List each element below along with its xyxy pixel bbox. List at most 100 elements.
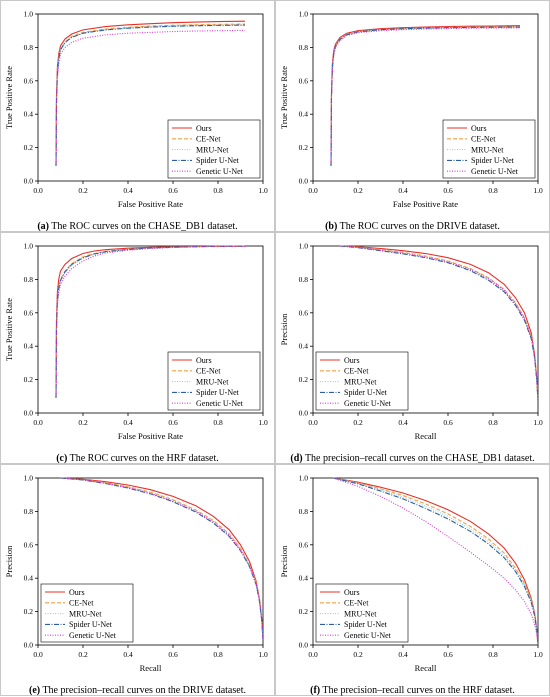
x-tick-label: 0.2 [353, 186, 363, 195]
x-tick-label: 0.2 [353, 650, 363, 659]
x-tick-label: 0.8 [488, 418, 498, 427]
series-line-genetic-u-net [55, 29, 246, 166]
y-tick-label: 0.6 [299, 308, 309, 317]
legend-entry-label: Spider U-Net [69, 620, 113, 629]
x-axis-label: False Positive Rate [393, 199, 458, 209]
chart-c: 0.0 0.2 0.4 0.6 0.8 1.0 0.0 0.2 0.4 0.6 0.8 1.0 Fals… [4, 242, 268, 442]
legend-box [167, 351, 261, 411]
caption-f: (f) The precision–recall curves on the H… [275, 685, 550, 697]
caption-d: (d) The precision–recall curves on the C… [275, 453, 550, 465]
x-tick-label: 1.0 [258, 650, 268, 659]
legend-entry-label: Genetic U-Net [344, 399, 392, 408]
legend-entry-label: Genetic U-Net [196, 167, 244, 176]
legend-entry-label: Genetic U-Net [196, 399, 244, 408]
legend-entry-label: Genetic U-Net [471, 167, 519, 176]
y-axis-label: True Positive Rate [4, 66, 14, 129]
chart-panel-c: 0.0 0.2 0.4 0.6 0.8 1.0 0.0 0.2 0.4 0.6 0.8 1.0 Fals… [0, 232, 275, 464]
y-tick-label: 1.0 [24, 10, 34, 19]
y-tick-label: 1.0 [299, 474, 309, 483]
x-tick-label: 0.2 [353, 418, 363, 427]
series-line-genetic-u-net [55, 245, 246, 398]
chart-panel-b: 0.0 0.2 0.4 0.6 0.8 1.0 0.0 0.2 0.4 0.6 0.8 1.0 Fals… [275, 0, 550, 232]
caption-label: (e) [29, 685, 41, 696]
legend-entry-label: Spider U-Net [471, 156, 515, 165]
x-tick-label: 0.6 [443, 186, 453, 195]
chart-b: 0.0 0.2 0.4 0.6 0.8 1.0 0.0 0.2 0.4 0.6 0.8 1.0 Fals… [279, 10, 543, 210]
y-tick-label: 0.4 [299, 342, 309, 351]
y-tick-label: 0.8 [24, 275, 34, 284]
y-tick-label: 0.4 [299, 110, 309, 119]
plot-frame [312, 13, 539, 182]
y-tick-label: 0.0 [299, 177, 309, 186]
y-tick-label: 0.2 [24, 375, 34, 384]
caption-a: (a) The ROC curves on the CHASE_DB1 data… [0, 221, 275, 233]
x-tick-label: 0.2 [78, 418, 88, 427]
legend-entry-label: CE-Net [344, 599, 369, 608]
legend-entry-label: Ours [196, 356, 212, 365]
y-tick-label: 0.0 [299, 409, 309, 418]
legend-entry-label: MRU-Net [69, 609, 102, 618]
y-tick-label: 0.0 [24, 177, 34, 186]
series-line-mru-net [55, 245, 246, 398]
y-tick-label: 0.6 [24, 308, 34, 317]
caption-text: The ROC curves on the HRF dataset. [67, 453, 219, 464]
legend-entry-label: CE-Net [471, 135, 496, 144]
y-tick-label: 1.0 [299, 242, 309, 251]
y-tick-label: 0.4 [24, 574, 34, 583]
plot-frame [37, 477, 264, 646]
x-tick-label: 0.8 [213, 186, 223, 195]
y-axis-label: Precision [279, 313, 289, 345]
chart-panel-d: 0.0 0.2 0.4 0.6 0.8 1.0 0.0 0.2 0.4 0.6 0.8 1.0 Reca… [275, 232, 550, 464]
y-tick-label: 1.0 [24, 242, 34, 251]
legend-entry-label: Ours [196, 124, 212, 133]
caption-label: (f) [310, 685, 321, 696]
y-axis-label: Precision [279, 545, 289, 577]
x-tick-label: 0.4 [123, 650, 133, 659]
x-tick-label: 0.0 [33, 650, 43, 659]
x-tick-label: 0.8 [213, 418, 223, 427]
x-axis-label: False Positive Rate [118, 199, 183, 209]
x-tick-label: 0.0 [308, 650, 318, 659]
x-tick-label: 0.4 [398, 418, 408, 427]
y-tick-label: 0.2 [299, 607, 309, 616]
caption-b: (b) The ROC curves on the DRIVE dataset. [275, 221, 550, 233]
legend-entry-label: MRU-Net [196, 377, 229, 386]
legend-entry-label: Genetic U-Net [69, 631, 117, 640]
y-tick-label: 0.6 [299, 76, 309, 85]
caption-text: The precision–recall curves on the DRIVE… [40, 685, 246, 696]
x-tick-label: 0.6 [168, 418, 178, 427]
y-tick-label: 0.0 [24, 641, 34, 650]
y-axis-label: True Positive Rate [4, 298, 14, 361]
series-line-genetic-u-net [330, 27, 521, 166]
y-tick-label: 0.4 [24, 342, 34, 351]
caption-c: (c) The ROC curves on the HRF dataset. [0, 453, 275, 465]
y-tick-label: 0.2 [299, 375, 309, 384]
x-axis-label: False Positive Rate [118, 431, 183, 441]
y-tick-label: 1.0 [299, 10, 309, 19]
x-axis-label: Recall [415, 663, 437, 673]
caption-e: (e) The precision–recall curves on the D… [0, 685, 275, 697]
chart-panel-f: 0.0 0.2 0.4 0.6 0.8 1.0 0.0 0.2 0.4 0.6 0.8 1.0 Reca… [275, 464, 550, 696]
x-tick-label: 0.6 [443, 650, 453, 659]
x-axis-label: Recall [415, 431, 437, 441]
legend-entry-label: MRU-Net [344, 377, 377, 386]
caption-label: (d) [290, 453, 303, 464]
x-tick-label: 1.0 [533, 418, 543, 427]
x-tick-label: 0.4 [398, 650, 408, 659]
legend-box [167, 119, 261, 179]
legend-entry-label: Spider U-Net [344, 620, 388, 629]
legend-entry-label: Ours [344, 588, 360, 597]
y-tick-label: 0.8 [24, 43, 34, 52]
x-tick-label: 0.6 [168, 186, 178, 195]
x-tick-label: 1.0 [258, 418, 268, 427]
legend-box [315, 351, 409, 411]
x-tick-label: 0.4 [123, 418, 133, 427]
legend-entry-label: Ours [344, 356, 360, 365]
x-tick-label: 0.2 [78, 650, 88, 659]
series-line-genetic-u-net [339, 245, 538, 402]
y-tick-label: 0.0 [299, 641, 309, 650]
legend-entry-label: CE-Net [344, 367, 369, 376]
